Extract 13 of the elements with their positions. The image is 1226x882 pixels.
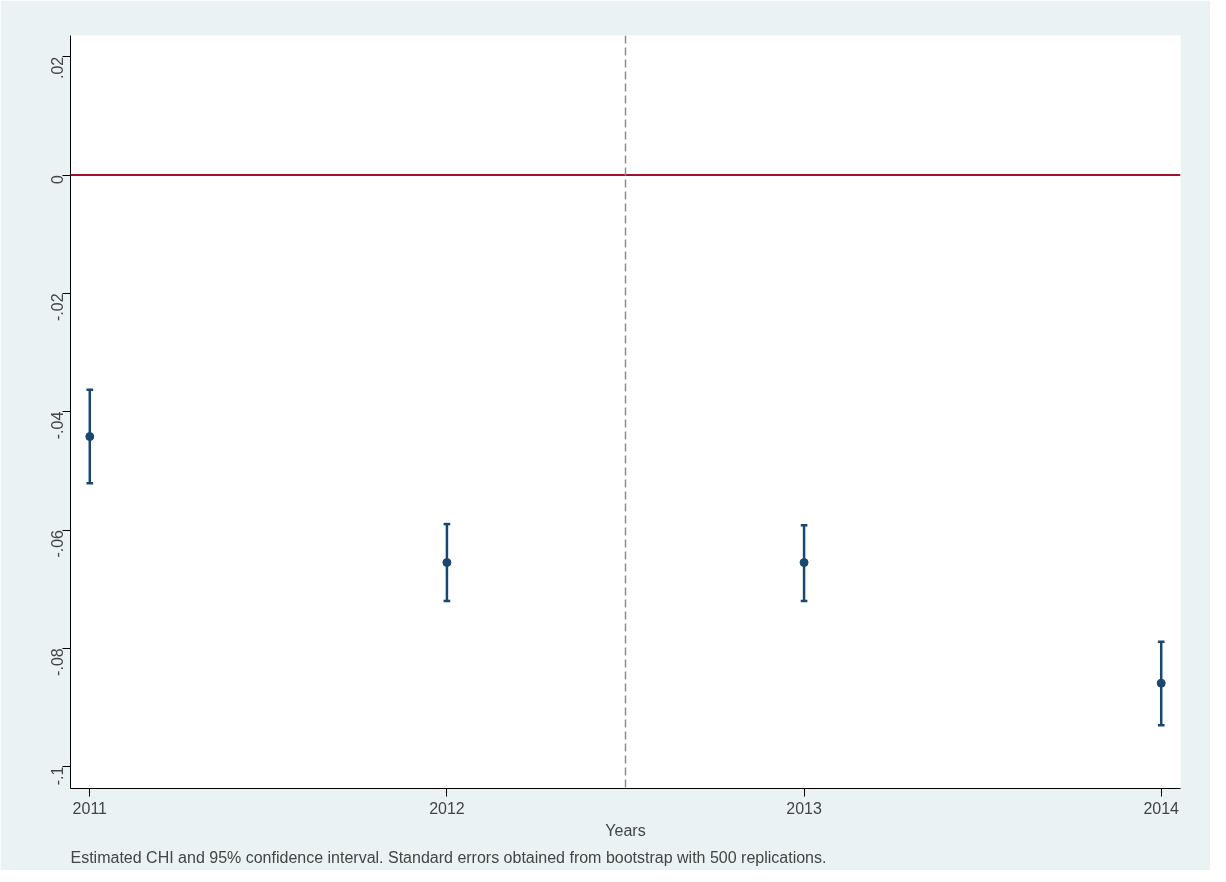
x-tick-label: 2011: [72, 799, 108, 817]
y-tick-label: -.1: [49, 766, 67, 786]
y-tick-label: -.06: [49, 529, 67, 558]
x-tick-label: 2012: [429, 799, 465, 817]
x-tick-label: 2013: [786, 799, 822, 817]
y-tick-label: -.08: [49, 648, 67, 676]
y-tick-label: -.02: [49, 293, 67, 321]
y-tick-label: .02: [49, 56, 67, 80]
y-tick-label: -.04: [49, 411, 67, 440]
text: Estimated CHI and 95% confidence interval. Standard errors obtained from bootstrap with 500 replications.: [70, 848, 827, 866]
x-axis-title: Years: [605, 821, 646, 839]
y-tick-label: 0: [49, 175, 67, 184]
x-tick-label: 2014: [1143, 799, 1180, 817]
